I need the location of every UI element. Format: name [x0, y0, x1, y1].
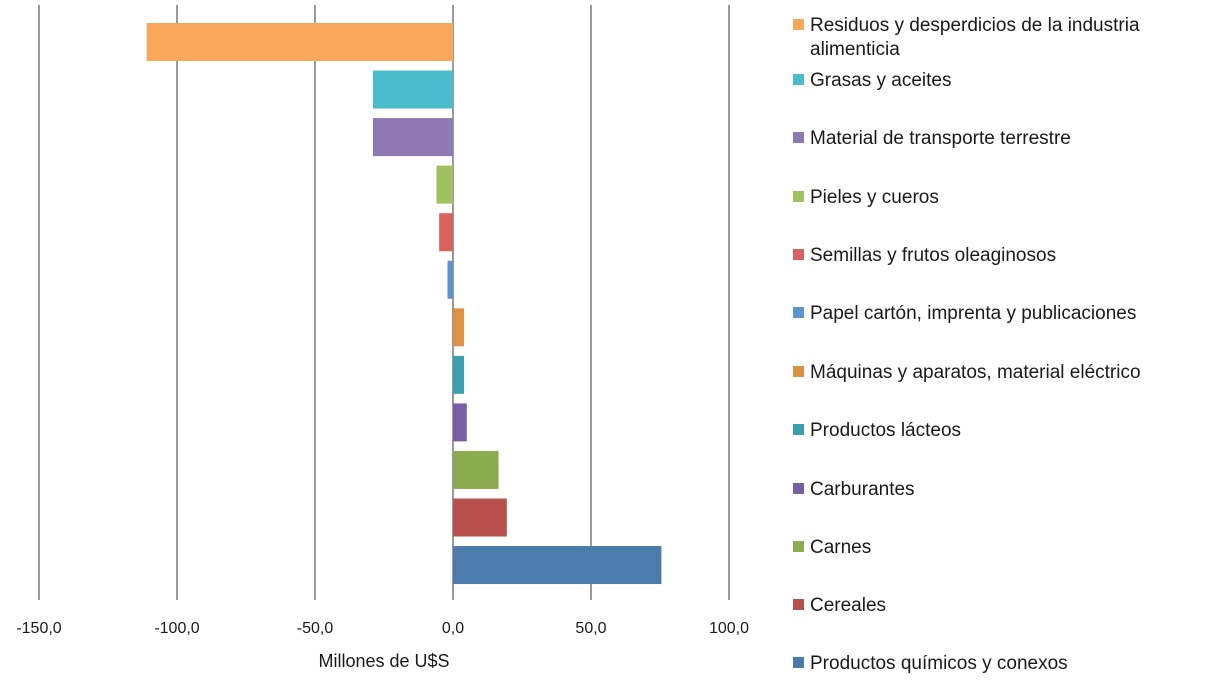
- legend-item: Material de transporte terrestre: [793, 127, 1205, 151]
- legend-label: Productos químicos y conexos: [810, 653, 1068, 674]
- bar: [453, 450, 499, 489]
- legend-label: Cereales: [810, 595, 887, 616]
- legend-item: Pieles y cueros: [793, 186, 1205, 210]
- legend-label: Semillas y frutos oleaginosos: [810, 245, 1057, 266]
- legend-swatch: [793, 307, 804, 318]
- legend-label: Carburantes: [810, 479, 915, 500]
- bar: [453, 403, 467, 442]
- x-tick-label: 50,0: [575, 620, 606, 637]
- legend-item: Productos químicos y conexos: [793, 652, 1205, 676]
- legend-swatch: [793, 249, 804, 260]
- bar: [372, 118, 453, 157]
- bar: [453, 498, 507, 537]
- bar: [436, 165, 453, 204]
- legend-swatch: [793, 483, 804, 494]
- bar: [146, 23, 453, 61]
- legend-item: Máquinas y aparatos, material eléctrico: [793, 361, 1205, 385]
- legend-label: Papel cartón, imprenta y publicaciones: [810, 303, 1137, 324]
- legend-item: Cereales: [793, 594, 1205, 618]
- legend-swatch: [793, 19, 804, 30]
- x-axis-title: Millones de U$S: [318, 651, 449, 671]
- legend-label: Pieles y cueros: [810, 187, 939, 208]
- legend-item: Semillas y frutos oleaginosos: [793, 244, 1205, 268]
- x-tick-label: -150,0: [16, 620, 61, 637]
- bar: [372, 70, 453, 109]
- legend-item: Carburantes: [793, 478, 1205, 502]
- x-tick-label: 100,0: [709, 620, 749, 637]
- legend-swatch: [793, 599, 804, 610]
- x-tick-label: -100,0: [154, 620, 199, 637]
- legend-swatch: [793, 74, 804, 85]
- legend-item: Grasas y aceites: [793, 69, 1205, 93]
- legend-swatch: [793, 132, 804, 143]
- legend-label: Grasas y aceites: [810, 70, 952, 91]
- bar: [447, 260, 453, 299]
- legend-label: Máquinas y aparatos, material eléctrico: [810, 362, 1141, 383]
- legend-item: Residuos y desperdicios de la industria …: [793, 14, 1205, 62]
- legend-swatch: [793, 541, 804, 552]
- legend-item: Papel cartón, imprenta y publicaciones: [793, 302, 1205, 326]
- x-tick-label: 0,0: [442, 620, 464, 637]
- legend-item: Productos lácteos: [793, 419, 1205, 443]
- legend-swatch: [793, 191, 804, 202]
- bar: [453, 308, 465, 347]
- bar-chart-plot: -150,0 -100,0 -50,0 0,0 50,0 100,0 Millones d…: [16, 5, 749, 671]
- x-tick-label: -50,0: [297, 620, 334, 637]
- legend-swatch: [793, 366, 804, 377]
- legend-swatch: [793, 657, 804, 668]
- bar: [453, 355, 465, 394]
- bar: [439, 213, 453, 252]
- legend-label: Residuos y desperdicios de la industria …: [810, 15, 1140, 60]
- legend-label: Carnes: [810, 537, 872, 558]
- legend-item: Carnes: [793, 536, 1205, 560]
- legend-label: Productos lácteos: [810, 420, 962, 441]
- legend-swatch: [793, 424, 804, 435]
- bar: [453, 546, 662, 585]
- legend-label: Material de transporte terrestre: [810, 128, 1071, 149]
